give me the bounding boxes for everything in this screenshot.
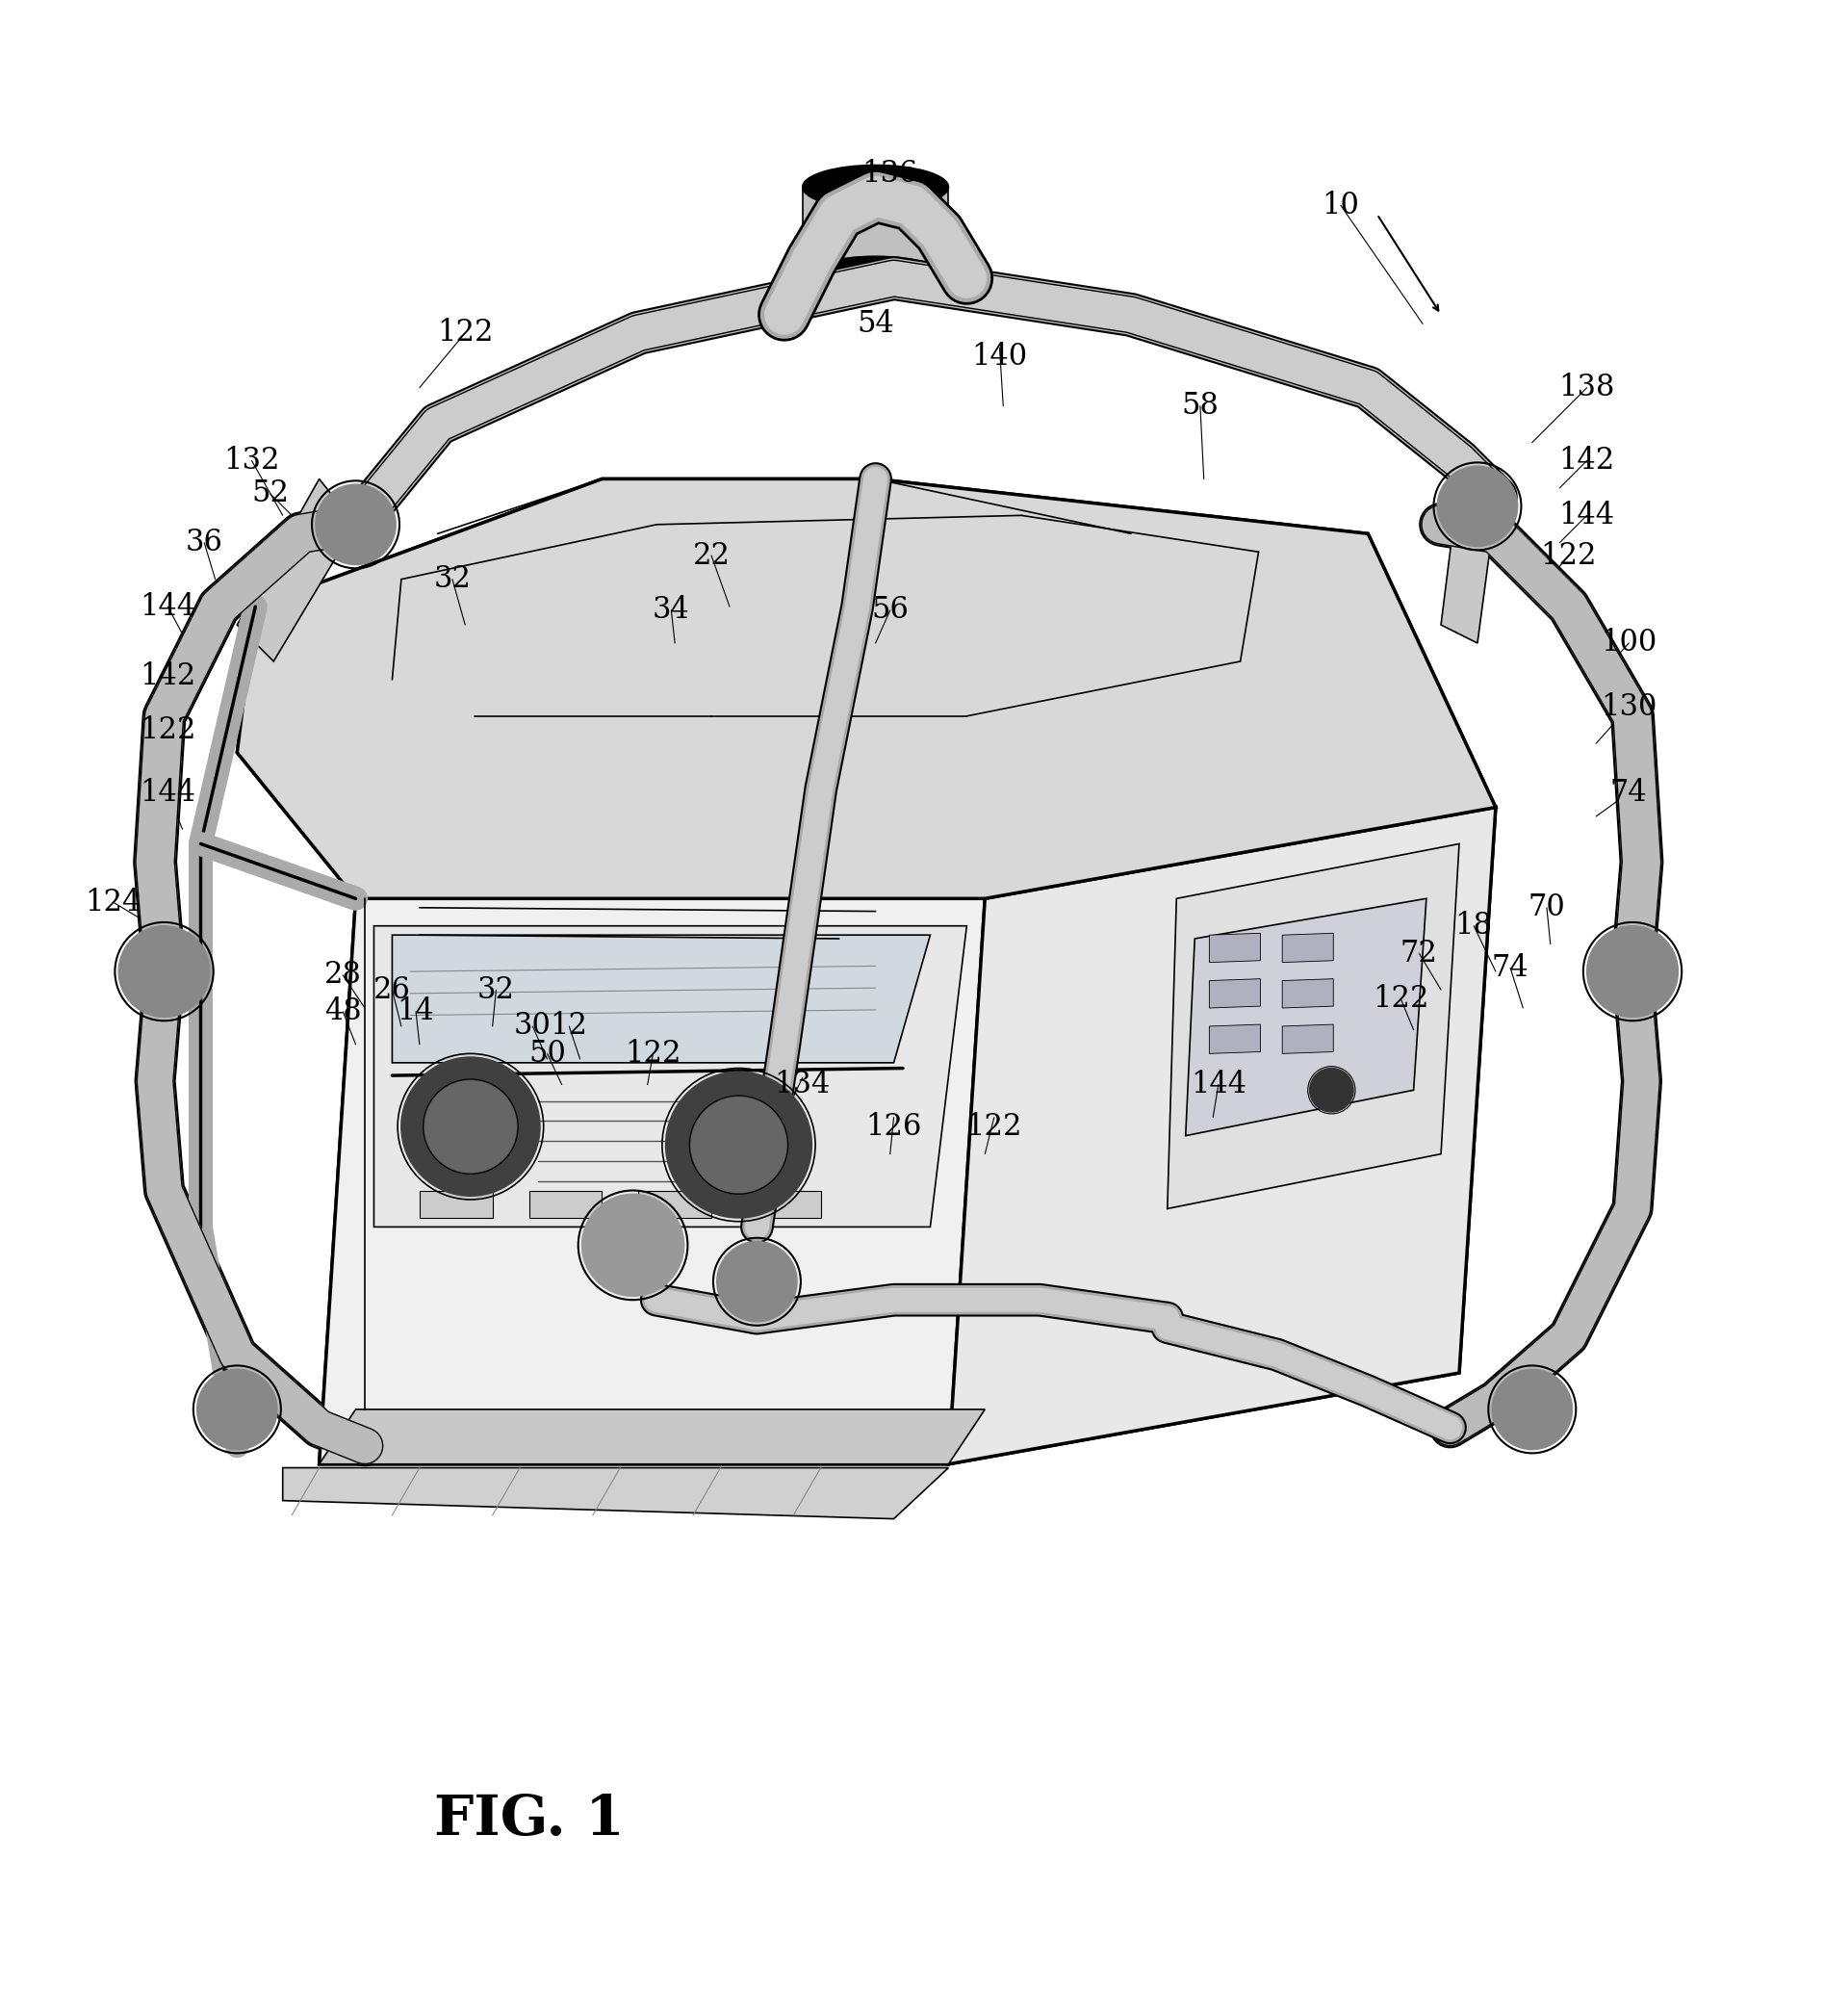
Text: 12: 12 bbox=[551, 1012, 587, 1040]
Text: 32: 32 bbox=[434, 564, 471, 595]
Polygon shape bbox=[420, 1189, 492, 1218]
Text: 28: 28 bbox=[325, 960, 361, 990]
Circle shape bbox=[316, 484, 396, 564]
Text: 144: 144 bbox=[140, 593, 195, 621]
Text: 132: 132 bbox=[224, 446, 279, 476]
Polygon shape bbox=[1441, 480, 1496, 643]
Polygon shape bbox=[283, 1468, 948, 1518]
Polygon shape bbox=[1167, 845, 1459, 1210]
Circle shape bbox=[1587, 925, 1678, 1018]
Text: 126: 126 bbox=[866, 1111, 921, 1141]
Text: 74: 74 bbox=[1611, 778, 1647, 808]
Circle shape bbox=[1437, 466, 1518, 546]
Polygon shape bbox=[803, 187, 948, 278]
Text: 48: 48 bbox=[325, 996, 361, 1026]
Polygon shape bbox=[1282, 933, 1333, 962]
Text: 26: 26 bbox=[374, 976, 410, 1004]
Text: 22: 22 bbox=[693, 540, 730, 571]
Text: 56: 56 bbox=[872, 595, 908, 625]
Polygon shape bbox=[529, 1189, 602, 1218]
Polygon shape bbox=[319, 899, 985, 1464]
Circle shape bbox=[1310, 1068, 1353, 1113]
Text: 52: 52 bbox=[252, 478, 288, 508]
Polygon shape bbox=[319, 899, 985, 1464]
Text: 122: 122 bbox=[1373, 984, 1428, 1014]
Text: 72: 72 bbox=[1401, 937, 1437, 968]
Text: 54: 54 bbox=[857, 308, 894, 339]
Text: 122: 122 bbox=[438, 319, 492, 349]
Text: 122: 122 bbox=[967, 1111, 1021, 1141]
Text: 36: 36 bbox=[186, 528, 223, 558]
Polygon shape bbox=[1209, 980, 1260, 1008]
Polygon shape bbox=[638, 1189, 711, 1218]
Polygon shape bbox=[1209, 933, 1260, 962]
Text: 70: 70 bbox=[1529, 893, 1565, 923]
Circle shape bbox=[582, 1193, 684, 1296]
Polygon shape bbox=[1282, 980, 1333, 1008]
Polygon shape bbox=[948, 806, 1496, 1464]
Text: 50: 50 bbox=[529, 1038, 565, 1068]
Polygon shape bbox=[948, 806, 1496, 1464]
Text: 144: 144 bbox=[1191, 1070, 1246, 1099]
Text: 34: 34 bbox=[653, 595, 689, 625]
Circle shape bbox=[425, 1081, 516, 1171]
Polygon shape bbox=[237, 480, 356, 661]
Text: 136: 136 bbox=[863, 159, 917, 190]
Text: 100: 100 bbox=[1601, 629, 1656, 657]
Ellipse shape bbox=[803, 256, 948, 300]
Polygon shape bbox=[392, 935, 930, 1062]
Circle shape bbox=[119, 925, 210, 1018]
Text: 122: 122 bbox=[626, 1038, 680, 1068]
Text: 122: 122 bbox=[1541, 540, 1596, 571]
Polygon shape bbox=[1186, 899, 1426, 1135]
Text: 134: 134 bbox=[775, 1070, 830, 1099]
Text: 10: 10 bbox=[1322, 190, 1359, 220]
Text: 140: 140 bbox=[972, 343, 1027, 371]
Circle shape bbox=[691, 1097, 786, 1191]
Polygon shape bbox=[1282, 1024, 1333, 1054]
Text: 30: 30 bbox=[514, 1012, 551, 1040]
Circle shape bbox=[666, 1073, 812, 1218]
Circle shape bbox=[717, 1242, 797, 1322]
Text: 144: 144 bbox=[140, 778, 195, 808]
Text: 124: 124 bbox=[86, 887, 140, 917]
Text: 32: 32 bbox=[478, 976, 514, 1004]
Polygon shape bbox=[374, 925, 967, 1228]
Text: 18: 18 bbox=[1456, 911, 1492, 941]
Circle shape bbox=[197, 1369, 277, 1450]
Polygon shape bbox=[237, 480, 1496, 899]
Polygon shape bbox=[1209, 1024, 1260, 1054]
Text: 138: 138 bbox=[1560, 373, 1614, 403]
Text: 74: 74 bbox=[1492, 954, 1529, 982]
Polygon shape bbox=[748, 1189, 821, 1218]
Text: 14: 14 bbox=[398, 996, 434, 1026]
Text: FIG. 1: FIG. 1 bbox=[434, 1792, 624, 1847]
Text: 142: 142 bbox=[140, 661, 195, 691]
Circle shape bbox=[1492, 1369, 1572, 1450]
Ellipse shape bbox=[803, 165, 948, 210]
Polygon shape bbox=[319, 1409, 985, 1464]
Text: 142: 142 bbox=[1560, 446, 1614, 476]
Text: 122: 122 bbox=[140, 716, 195, 746]
Circle shape bbox=[401, 1056, 540, 1195]
Text: 144: 144 bbox=[1560, 500, 1614, 530]
Polygon shape bbox=[237, 480, 1496, 899]
Text: 130: 130 bbox=[1601, 691, 1656, 722]
Text: 58: 58 bbox=[1182, 391, 1218, 421]
